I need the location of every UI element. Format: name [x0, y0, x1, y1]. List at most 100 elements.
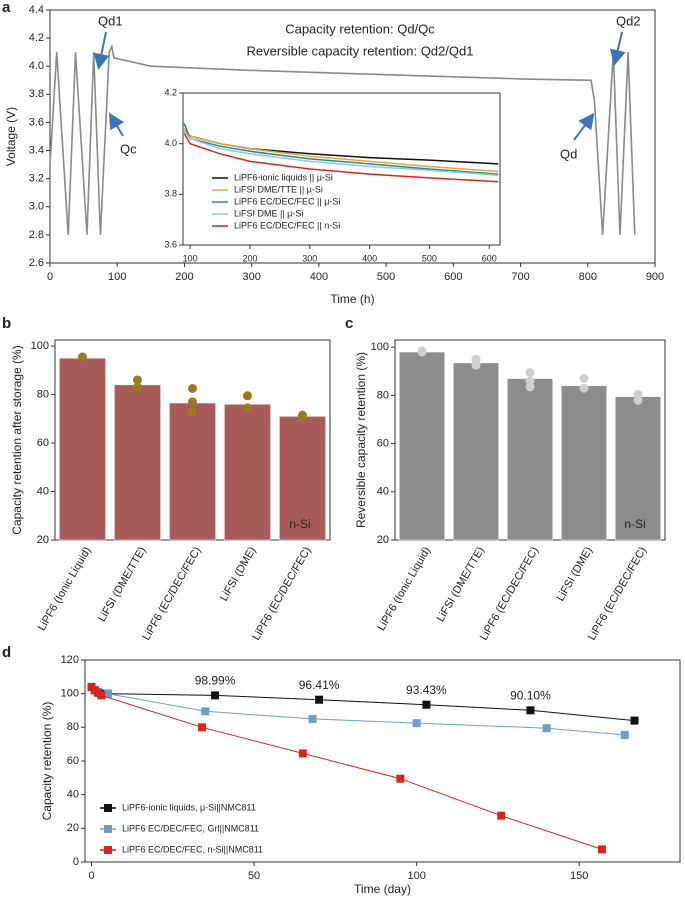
plot-area — [182, 92, 501, 246]
marker — [298, 749, 307, 758]
data-point — [188, 397, 197, 407]
category-label: LiPF6 (EC/DEC/FEC) — [250, 545, 313, 643]
y-tick-label: 40 — [67, 789, 79, 801]
legend-label: LiFSI DME || μ-Si — [234, 208, 303, 218]
annotation: Qd — [560, 146, 577, 161]
marker — [620, 730, 629, 739]
x-tick-label: 400 — [362, 253, 377, 263]
bar — [561, 385, 607, 541]
x-tick-label: 900 — [646, 271, 664, 283]
legend-label: LiPF6 EC/DEC/FEC || n-Si — [234, 220, 340, 230]
annotation: n-Si — [289, 517, 310, 531]
marker — [211, 691, 220, 700]
legend-label: LiPF6 EC/DEC/FEC, Grl||NMC811 — [122, 823, 259, 833]
arrow — [609, 31, 626, 66]
data-point — [471, 360, 481, 370]
category-label: LiPF6 (EC/DEC/FEC) — [586, 545, 649, 643]
data-point — [188, 407, 197, 417]
data-point — [133, 382, 142, 392]
x-tick-label: 400 — [310, 271, 328, 283]
y-tick-label: 3.8 — [29, 88, 44, 100]
x-tick-label: 300 — [302, 253, 317, 263]
y-tick-label: 4.0 — [164, 138, 177, 148]
legend-marker — [104, 846, 112, 854]
arrow — [573, 112, 595, 141]
bar — [615, 396, 661, 541]
data-point — [525, 368, 535, 378]
x-tick-label: 100 — [108, 271, 126, 283]
arrow — [93, 31, 110, 70]
x-tick-label: 50 — [248, 870, 260, 882]
y-tick-label: 4.4 — [29, 4, 44, 16]
x-axis-label: Time (h) — [330, 292, 374, 306]
data-point — [298, 413, 307, 423]
legend-label: LiPF6-ionic liquids || μ-Si — [234, 172, 333, 182]
data-point — [579, 383, 589, 393]
y-tick-label: 4.0 — [29, 60, 44, 72]
marker — [315, 695, 324, 704]
x-tick-label: 500 — [377, 271, 395, 283]
value-label: 90.10% — [510, 689, 551, 703]
marker — [201, 707, 210, 716]
y-tick-label: 20 — [37, 534, 49, 546]
marker — [198, 723, 207, 732]
data-point — [417, 347, 427, 357]
data-point — [243, 403, 252, 413]
category-label: LiPF6 (Ionic Liquid) — [36, 545, 94, 633]
y-tick-label: 2.8 — [29, 229, 44, 241]
annotation: n-Si — [624, 517, 645, 531]
data-point — [525, 382, 535, 392]
category-label: LiFSI (DME/TTE) — [435, 545, 488, 624]
data-point — [133, 375, 142, 385]
x-tick-label: 200 — [242, 253, 257, 263]
marker — [542, 724, 551, 733]
data-point — [188, 383, 197, 393]
x-tick-label: 150 — [570, 870, 588, 882]
marker — [497, 811, 506, 820]
y-tick-label: 80 — [377, 389, 389, 401]
y-tick-label: 60 — [37, 437, 49, 449]
y-tick-label: 3.2 — [29, 173, 44, 185]
x-tick-label: 100 — [183, 253, 198, 263]
y-tick-label: 4.2 — [29, 32, 44, 44]
line — [183, 130, 499, 177]
bar — [169, 402, 216, 541]
y-tick-label: 100 — [61, 688, 79, 700]
legend-label: LiPF6-ionic liquids, μ-Si||NMC811 — [122, 802, 256, 812]
x-tick-label: 0 — [88, 870, 94, 882]
bar — [114, 384, 161, 541]
marker — [526, 706, 535, 715]
value-label: 93.43% — [406, 683, 447, 697]
data-point — [579, 374, 589, 384]
marker — [396, 774, 405, 783]
x-tick-label: 300 — [242, 271, 260, 283]
y-tick-label: 3.8 — [164, 189, 177, 199]
y-tick-label: 80 — [67, 721, 79, 733]
legend-marker — [104, 825, 112, 833]
legend-label: LiFSI DME/TTE || μ-Si — [234, 184, 323, 194]
x-tick-label: 700 — [511, 271, 529, 283]
y-tick-label: 3.4 — [29, 144, 44, 156]
y-axis-label: Reversible capacity retention (%) — [354, 352, 368, 528]
marker — [597, 845, 606, 854]
annotation: Capacity retention: Qd/Qc — [285, 21, 435, 36]
value-label: 96.41% — [299, 678, 340, 692]
panel-label: a — [2, 0, 11, 16]
category-label: LiPF6 (EC/DEC/FEC) — [140, 545, 203, 643]
y-axis-label: Voltage (V) — [4, 107, 18, 166]
x-tick-label: 800 — [579, 271, 597, 283]
data-point — [633, 395, 643, 405]
bar — [507, 378, 553, 541]
annotation: Qd2 — [616, 13, 641, 28]
marker — [412, 719, 421, 728]
marker — [422, 700, 431, 709]
x-tick-label: 500 — [422, 253, 437, 263]
annotation: Qc — [120, 141, 137, 156]
arrow — [108, 112, 125, 137]
data-point — [78, 352, 87, 362]
panel-label: c — [345, 315, 353, 332]
annotation: Qd1 — [98, 13, 123, 28]
line — [183, 133, 499, 183]
line — [183, 128, 499, 173]
